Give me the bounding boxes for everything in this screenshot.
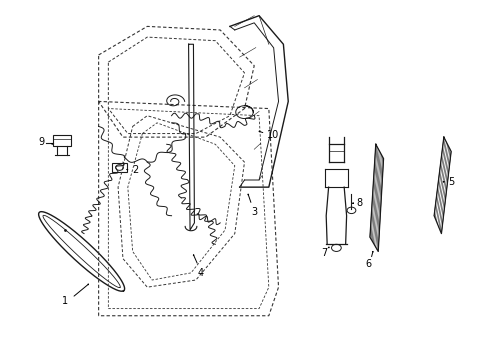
Text: 3: 3	[251, 207, 257, 217]
Text: 7: 7	[321, 248, 327, 258]
Text: 9: 9	[39, 138, 45, 148]
Text: 1: 1	[61, 296, 67, 306]
Text: 2: 2	[132, 165, 138, 175]
Text: 10: 10	[266, 130, 278, 140]
Text: 4: 4	[197, 268, 203, 278]
Text: 8: 8	[356, 198, 362, 208]
Text: 6: 6	[364, 259, 370, 269]
Text: 5: 5	[447, 177, 453, 187]
